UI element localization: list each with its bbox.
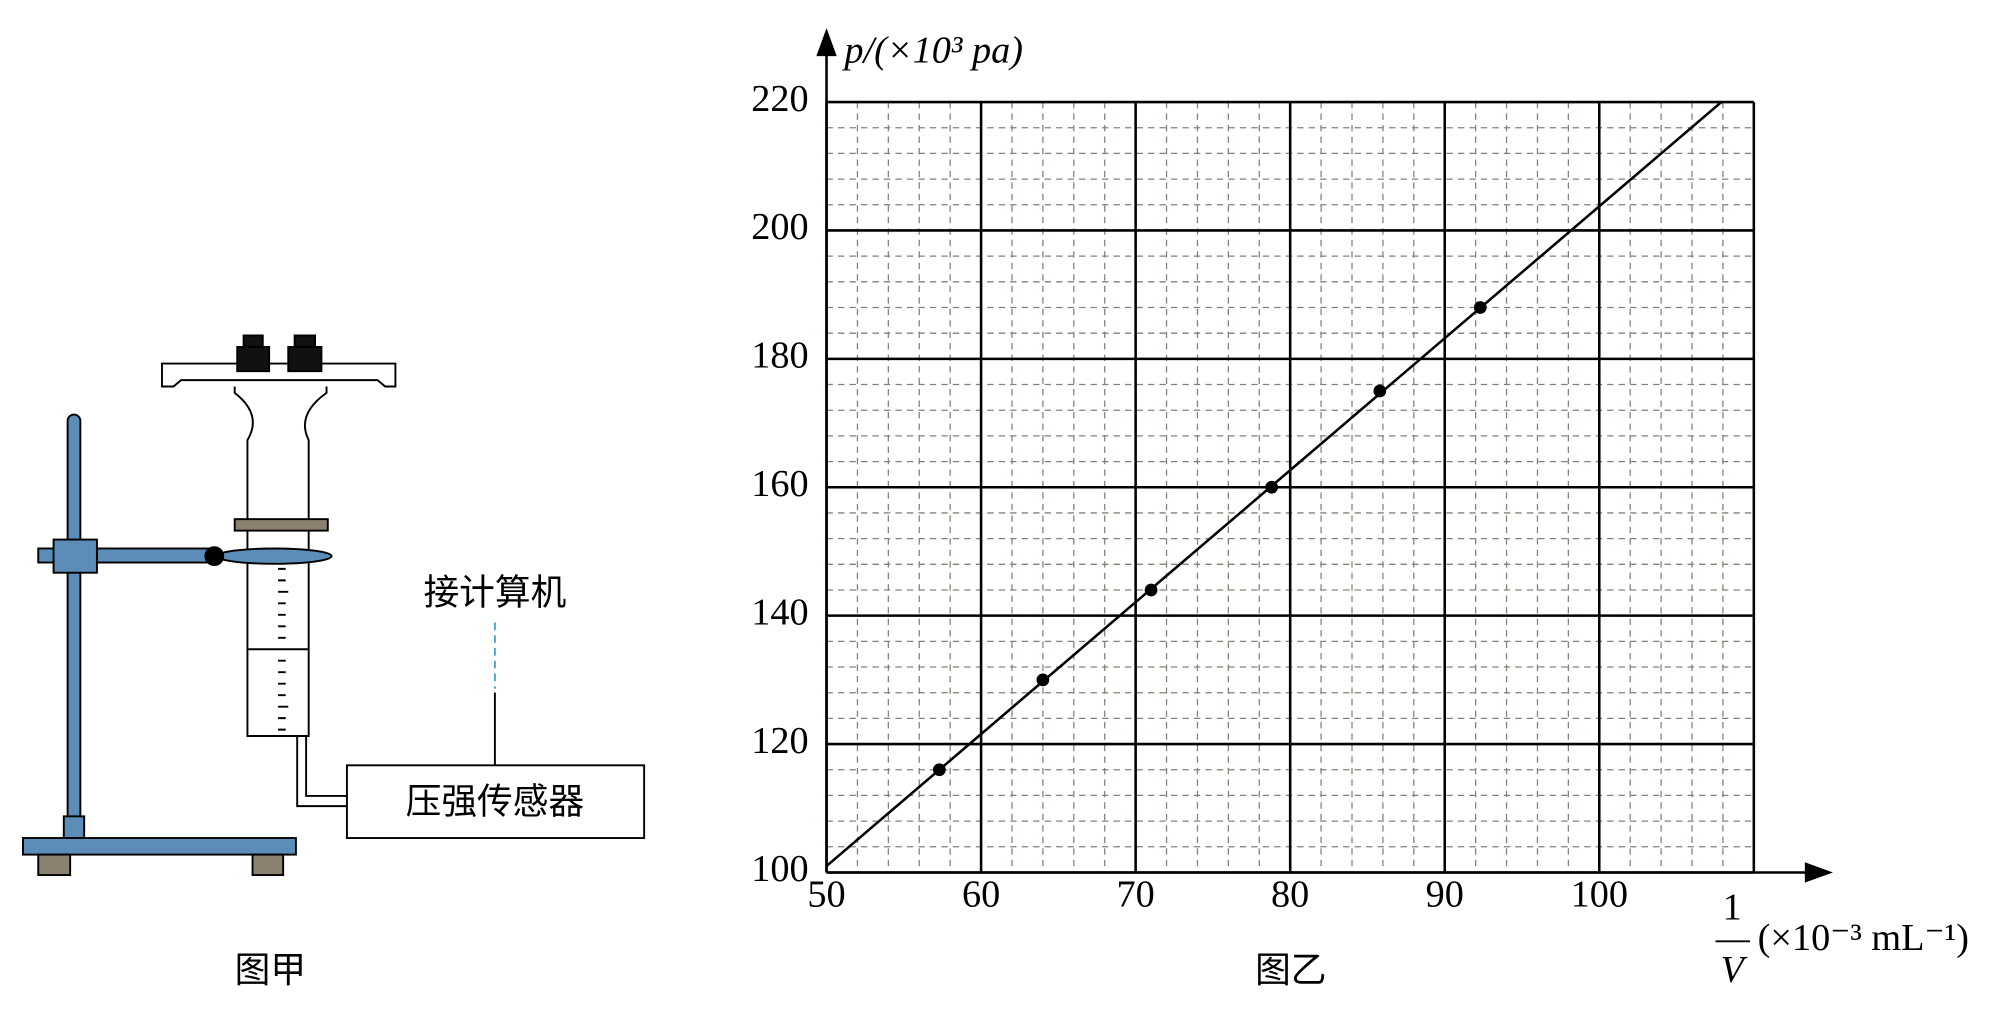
data-point: [1373, 384, 1387, 398]
data-point: [1265, 480, 1279, 494]
syringe-scale: [247, 567, 309, 731]
sensor-label: 压强传感器: [406, 782, 585, 823]
x-axis-label-denominator: V: [1720, 949, 1748, 991]
stand-foot: [251, 853, 285, 876]
tube: [296, 735, 347, 808]
stand-foot: [37, 853, 72, 876]
y-axis-arrow: [816, 28, 837, 57]
x-axis-label-numerator: 1: [1723, 887, 1742, 929]
plunger: [233, 518, 329, 532]
sensor-box: [345, 764, 646, 839]
y-axis-label: p/(×10³ pa): [841, 29, 1023, 71]
weight: [242, 334, 264, 348]
weight: [236, 345, 271, 373]
clamp-ring: [215, 547, 333, 565]
y-tick-label: 120: [751, 720, 808, 762]
weight: [293, 334, 317, 348]
x-tick-label: 90: [1426, 874, 1464, 916]
y-tick-label: 200: [751, 206, 808, 248]
data-point: [932, 763, 946, 777]
data-point: [1144, 583, 1158, 597]
x-axis-label-unit: (×10⁻³ mL⁻¹): [1758, 917, 1969, 959]
clamp-screw: [204, 546, 225, 567]
clamp-arm: [95, 547, 216, 564]
caption: 图甲: [235, 950, 306, 991]
weight-platform: [161, 362, 397, 388]
clamp-cross: [52, 538, 98, 574]
data-point: [1473, 301, 1487, 314]
x-tick-label: 100: [1571, 874, 1628, 916]
x-tick-label: 50: [807, 874, 845, 916]
y-tick-label: 180: [751, 335, 808, 377]
data-point: [1036, 673, 1050, 687]
apparatus-diagram: [22, 334, 646, 876]
computer-label: 接计算机: [423, 572, 566, 613]
y-tick-label: 140: [751, 591, 808, 633]
pole-joint: [62, 815, 86, 839]
x-axis-arrow: [1804, 862, 1833, 883]
y-tick-label: 220: [751, 78, 808, 120]
weight: [287, 345, 323, 373]
x-tick-label: 80: [1271, 874, 1309, 916]
x-tick-label: 60: [962, 874, 1000, 916]
y-tick-label: 100: [751, 848, 808, 890]
x-tick-label: 70: [1117, 874, 1155, 916]
stand-pole: [66, 413, 82, 824]
caption: 图乙: [1255, 950, 1326, 991]
y-tick-label: 160: [751, 463, 808, 505]
stand-base: [22, 837, 297, 856]
